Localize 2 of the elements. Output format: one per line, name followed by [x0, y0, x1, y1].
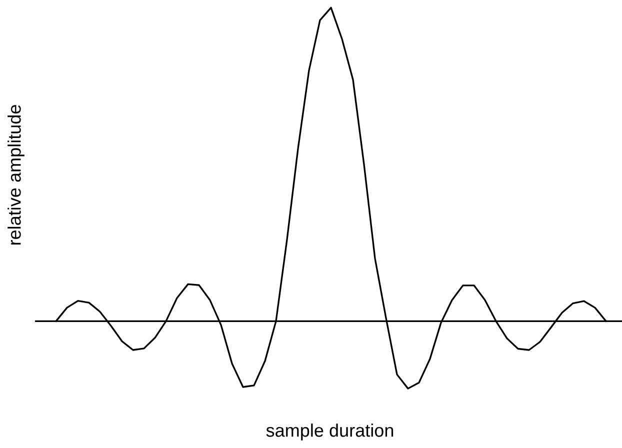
x-axis-title: sample duration	[266, 424, 394, 440]
y-axis-title: relative amplitude	[8, 105, 24, 245]
